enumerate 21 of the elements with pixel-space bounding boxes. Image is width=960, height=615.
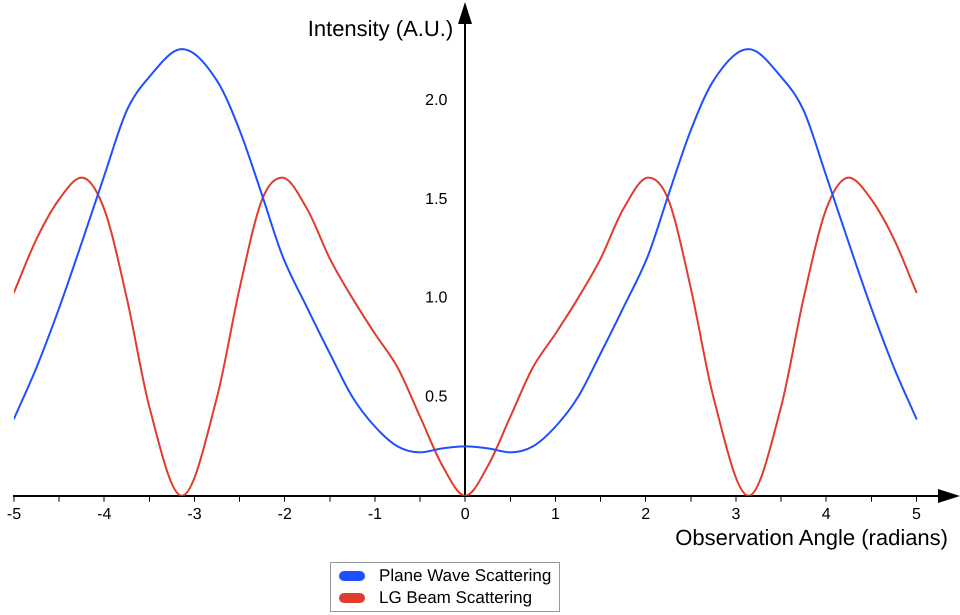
x-axis-title: Observation Angle (radians) [675,525,948,551]
x-tick-label: -1 [368,506,382,523]
x-tick-label: 4 [822,506,831,523]
legend-label: LG Beam Scattering [379,587,532,609]
y-axis-title: Intensity (A.U.) [308,16,454,42]
y-tick-label: 2.0 [425,92,466,109]
x-tick-label: 1 [550,506,560,523]
line-series [14,176,918,496]
legend-label: Plane Wave Scattering [379,565,552,587]
x-tick-label: 3 [731,506,740,523]
x-tick-label: -5 [6,506,22,523]
x-tick-label: 2 [641,506,650,523]
x-tick-label: -3 [187,506,202,523]
x-tick-label: -2 [278,506,292,523]
y-tick-label: 0.5 [425,388,466,406]
x-tick-label: -4 [97,506,112,523]
x-tick-label: 0 [460,506,470,523]
y-tick-label: 1.0 [425,290,466,307]
x-tick-label: 5 [912,506,921,523]
y-tick-label: 1.5 [425,190,466,208]
line-series [14,48,918,454]
